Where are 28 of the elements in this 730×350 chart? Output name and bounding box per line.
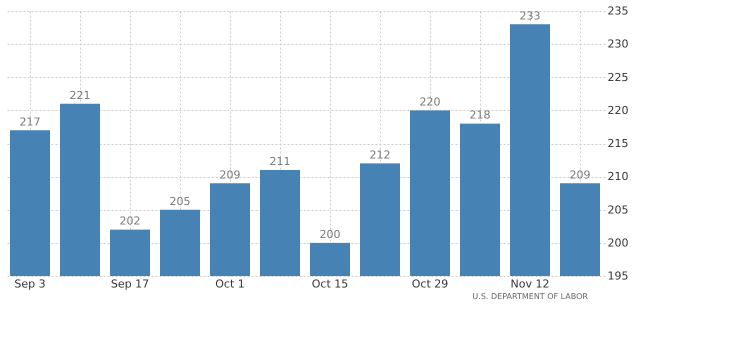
x-tick-label: Sep 17 — [110, 278, 150, 290]
data-label: 218 — [470, 108, 490, 122]
x-tick-label: Oct 1 — [215, 278, 245, 290]
data-label: 221 — [70, 88, 90, 102]
x-tick-label: Oct 15 — [312, 278, 348, 290]
data-label: 211 — [270, 155, 290, 168]
y-tick-label: 205 — [608, 203, 628, 216]
y-tick-label: 215 — [608, 137, 628, 150]
data-label: 220 — [420, 95, 440, 108]
x-tick-label: Oct 29 — [412, 278, 448, 290]
x-tick-label: Nov 12 — [510, 278, 550, 290]
y-tick-label: 230 — [608, 38, 628, 51]
data-label: 205 — [170, 194, 190, 208]
y-tick-label: 210 — [608, 170, 628, 184]
x-tick-label: Sep 3 — [14, 278, 46, 290]
y-tick-label: 235 — [608, 4, 628, 18]
data-label: 209 — [570, 168, 590, 182]
text: U.S. DEPARTMENT OF LABOR — [472, 292, 588, 301]
data-label: 233 — [520, 9, 540, 22]
y-tick-label: 200 — [608, 236, 628, 250]
y-tick-label: 195 — [608, 270, 628, 282]
y-tick-label: 225 — [608, 70, 628, 84]
data-label: 217 — [20, 115, 40, 128]
y-tick-label: 220 — [608, 104, 628, 117]
data-label: 212 — [370, 148, 390, 162]
data-label: 202 — [120, 214, 140, 228]
data-label: 209 — [220, 168, 240, 182]
data-label: 200 — [320, 228, 340, 241]
